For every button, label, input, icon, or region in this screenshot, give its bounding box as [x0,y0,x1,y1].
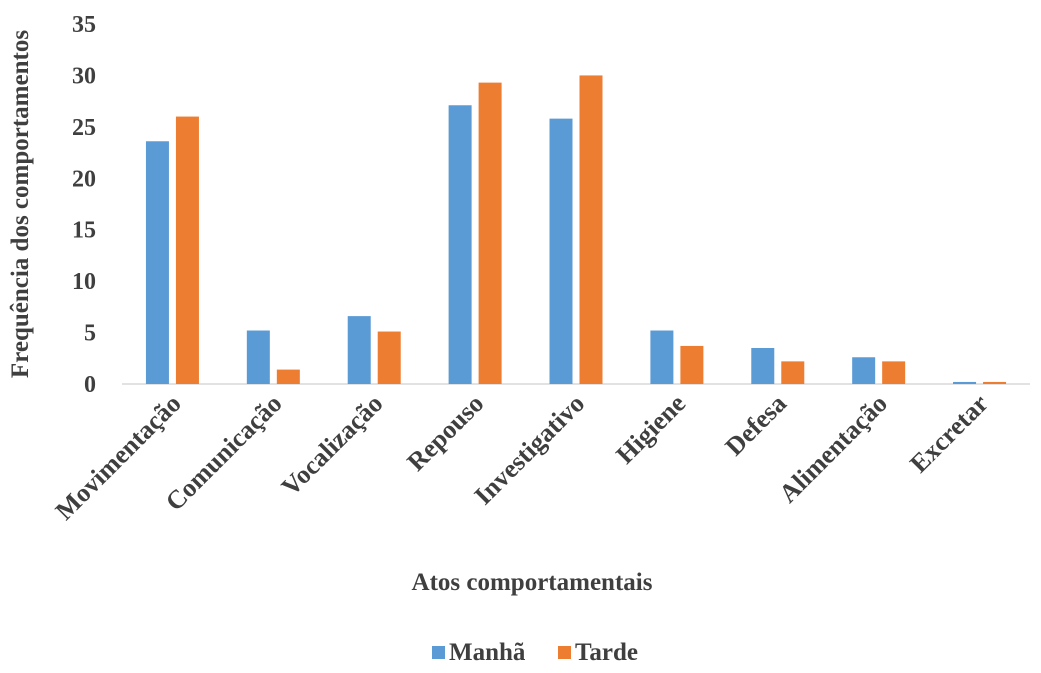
bar-manha [953,381,977,384]
bar-manha [347,316,371,384]
bar-tarde [276,369,300,384]
x-category-label: Vocalização [276,389,389,502]
y-tick-label: 35 [72,12,96,38]
y-tick-label: 5 [84,321,96,347]
bar-manha [246,330,270,384]
legend: Manhã Tarde [432,639,638,666]
legend-label-tarde: Tarde [575,639,638,666]
x-category-label: Defesa [719,389,792,462]
bar-manha [448,105,472,384]
bar-manha [751,348,775,384]
y-tick-label: 15 [72,218,96,244]
y-tick-label: 0 [84,372,96,398]
legend-swatch-manha [432,646,445,659]
bar-tarde [579,75,603,384]
bar-manha [145,141,169,384]
x-category-label: Excretar [904,389,994,479]
y-axis-ticks: 0 5 10 15 20 25 30 35 [72,12,96,398]
bar-tarde [882,361,906,384]
legend-swatch-tarde [558,646,571,659]
legend-label-manha: Manhã [449,639,526,666]
y-tick-label: 30 [72,63,96,89]
bar-manha [549,118,573,384]
bar-tarde [175,116,199,385]
bars [145,75,1007,385]
bar-manha [650,330,674,384]
bar-tarde [781,361,805,384]
x-category-label: Repouso [401,389,489,477]
x-axis-title: Atos comportamentais [412,569,653,596]
bar-tarde [680,345,704,384]
y-tick-label: 25 [72,115,96,141]
x-category-label: Higiene [610,389,691,470]
x-category-label: Alimentação [773,389,893,509]
bar-manha [852,357,876,384]
x-category-label: Movimentação [50,389,187,526]
bar-tarde [478,82,502,384]
y-tick-label: 20 [72,166,96,192]
y-axis-title: Frequência dos comportamentos [7,30,34,378]
bar-tarde [377,331,401,384]
y-tick-label: 10 [72,269,96,295]
bar-tarde [983,381,1007,384]
